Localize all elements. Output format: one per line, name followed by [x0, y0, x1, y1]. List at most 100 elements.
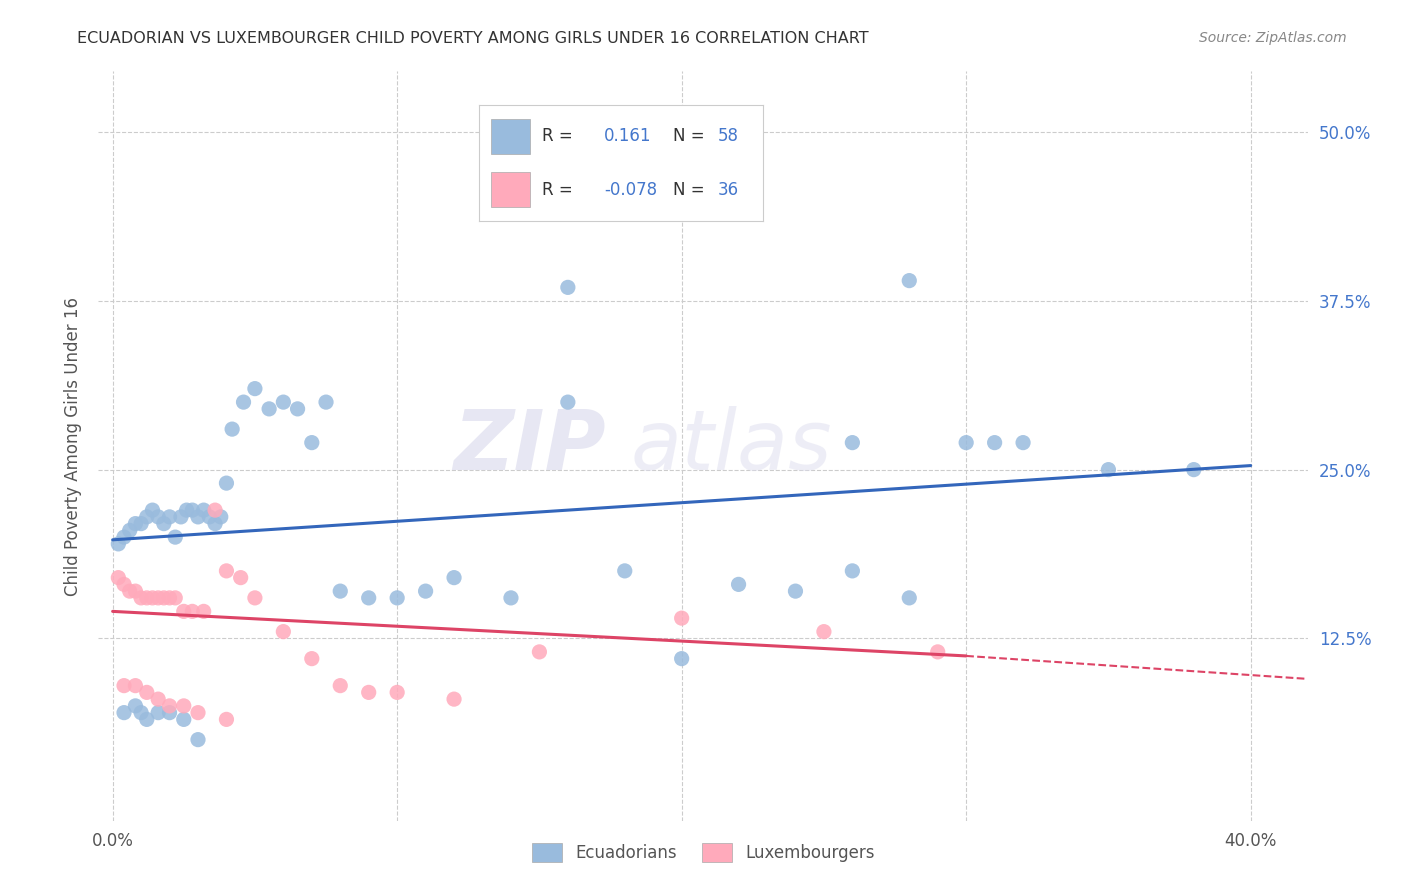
- Point: [159, 698, 181, 713]
- Point: [170, 509, 193, 524]
- Point: [813, 624, 835, 639]
- Point: [181, 503, 204, 517]
- Point: [671, 611, 693, 625]
- Point: [118, 524, 141, 538]
- Point: [173, 712, 195, 726]
- Point: [301, 651, 323, 665]
- Point: [141, 503, 163, 517]
- Point: [146, 509, 169, 524]
- Y-axis label: Child Poverty Among Girls Under 16: Child Poverty Among Girls Under 16: [63, 296, 82, 596]
- Point: [613, 564, 636, 578]
- Point: [107, 571, 129, 585]
- Point: [243, 591, 266, 605]
- Point: [557, 280, 579, 294]
- Point: [165, 591, 187, 605]
- Point: [221, 422, 243, 436]
- Point: [107, 537, 129, 551]
- Point: [135, 712, 157, 726]
- Point: [898, 591, 921, 605]
- Point: [124, 584, 146, 599]
- Point: [315, 395, 337, 409]
- Point: [159, 509, 181, 524]
- Point: [1182, 462, 1205, 476]
- Point: [153, 591, 176, 605]
- Point: [841, 564, 863, 578]
- Text: ZIP: ZIP: [454, 406, 606, 486]
- Point: [198, 509, 221, 524]
- Point: [273, 624, 295, 639]
- Point: [129, 591, 152, 605]
- Point: [229, 571, 252, 585]
- Point: [187, 706, 209, 720]
- Point: [135, 685, 157, 699]
- Point: [159, 706, 181, 720]
- Point: [112, 577, 135, 591]
- Point: [193, 503, 215, 517]
- Point: [124, 516, 146, 531]
- Point: [153, 516, 176, 531]
- Point: [385, 685, 408, 699]
- Point: [135, 591, 157, 605]
- Point: [187, 732, 209, 747]
- Point: [124, 698, 146, 713]
- Point: [529, 645, 551, 659]
- Point: [243, 382, 266, 396]
- Point: [287, 401, 309, 416]
- Point: [557, 395, 579, 409]
- Point: [898, 274, 921, 288]
- Point: [204, 516, 226, 531]
- Point: [209, 509, 232, 524]
- Point: [129, 516, 152, 531]
- Point: [187, 509, 209, 524]
- Point: [135, 509, 157, 524]
- Point: [785, 584, 807, 599]
- Point: [841, 435, 863, 450]
- Point: [329, 584, 352, 599]
- Point: [415, 584, 437, 599]
- Point: [146, 591, 169, 605]
- Point: [357, 591, 380, 605]
- Point: [273, 395, 295, 409]
- Legend: Ecuadorians, Luxembourgers: Ecuadorians, Luxembourgers: [524, 836, 882, 869]
- Point: [129, 706, 152, 720]
- Point: [124, 679, 146, 693]
- Text: Source: ZipAtlas.com: Source: ZipAtlas.com: [1199, 31, 1347, 45]
- Point: [443, 692, 465, 706]
- Text: atlas: atlas: [630, 406, 832, 486]
- Point: [499, 591, 522, 605]
- Point: [727, 577, 749, 591]
- Point: [1097, 462, 1119, 476]
- Point: [159, 591, 181, 605]
- Point: [927, 645, 949, 659]
- Point: [215, 564, 238, 578]
- Point: [173, 698, 195, 713]
- Point: [357, 685, 380, 699]
- Point: [215, 712, 238, 726]
- Point: [671, 651, 693, 665]
- Point: [112, 679, 135, 693]
- Point: [118, 584, 141, 599]
- Point: [176, 503, 198, 517]
- Text: ECUADORIAN VS LUXEMBOURGER CHILD POVERTY AMONG GIRLS UNDER 16 CORRELATION CHART: ECUADORIAN VS LUXEMBOURGER CHILD POVERTY…: [77, 31, 869, 46]
- Point: [443, 571, 465, 585]
- Point: [193, 604, 215, 618]
- Point: [112, 706, 135, 720]
- Point: [173, 604, 195, 618]
- Point: [257, 401, 280, 416]
- Point: [955, 435, 977, 450]
- Point: [232, 395, 254, 409]
- Point: [215, 476, 238, 491]
- Point: [1012, 435, 1035, 450]
- Point: [301, 435, 323, 450]
- Point: [983, 435, 1005, 450]
- Point: [329, 679, 352, 693]
- Point: [146, 692, 169, 706]
- Point: [112, 530, 135, 544]
- Point: [204, 503, 226, 517]
- Point: [385, 591, 408, 605]
- Point: [165, 530, 187, 544]
- Point: [181, 604, 204, 618]
- Point: [671, 179, 693, 194]
- Point: [146, 706, 169, 720]
- Point: [141, 591, 163, 605]
